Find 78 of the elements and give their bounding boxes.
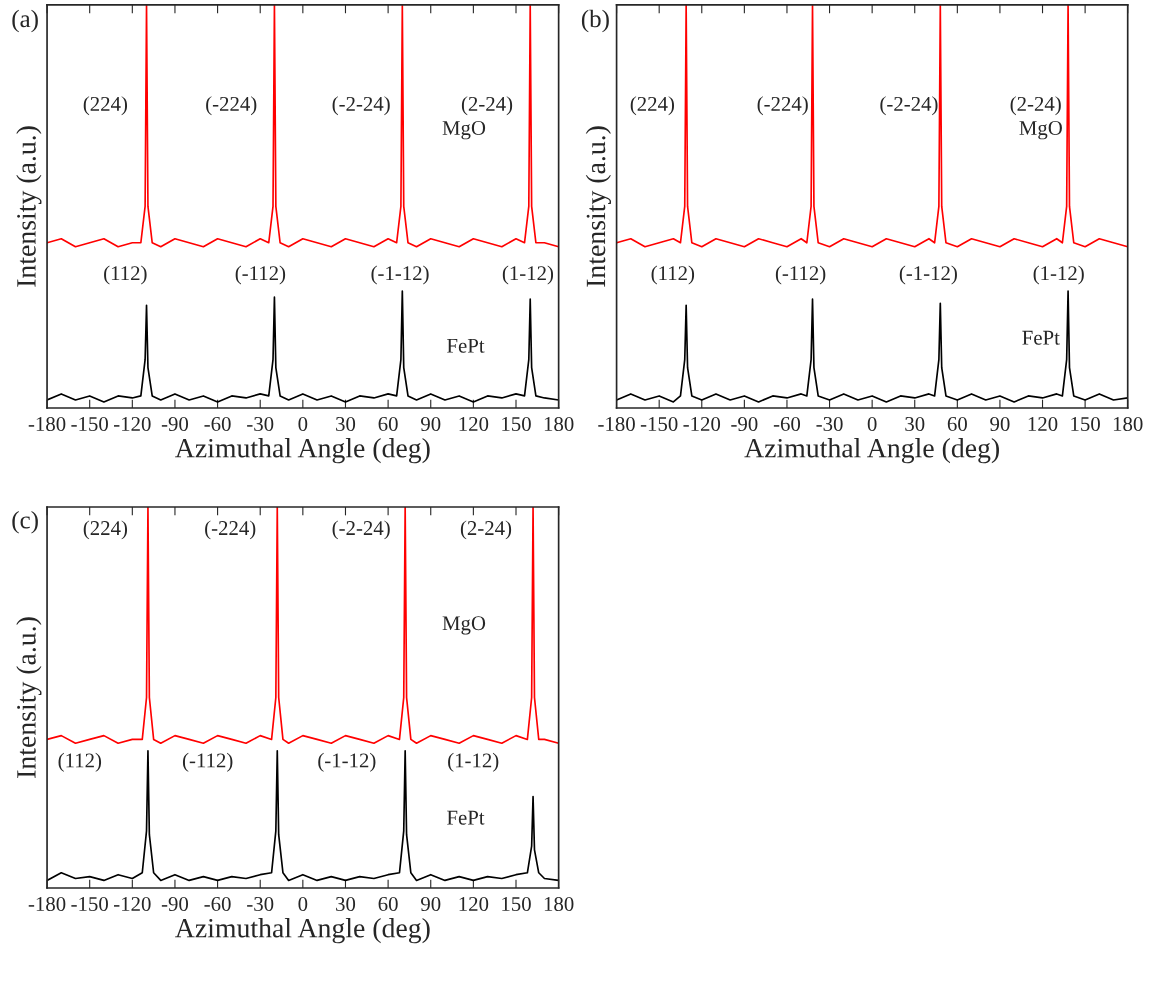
annotation: (224)	[83, 96, 128, 116]
x-tick-label: -60	[204, 896, 231, 912]
annotation: (-2-24)	[880, 96, 938, 116]
annotation: FePt	[447, 338, 485, 353]
x-tick-label: -30	[816, 416, 843, 432]
x-tick-label: 30	[336, 896, 356, 912]
x-tick-label: -180	[598, 416, 635, 432]
annotation: (112)	[58, 752, 102, 772]
x-tick-label: -60	[773, 416, 801, 432]
x-tick-label: -90	[161, 416, 189, 432]
annotation: (112)	[104, 265, 147, 285]
x-tick-label: 150	[502, 896, 531, 912]
annotation: (-224)	[206, 96, 257, 116]
x-tick-label: -90	[161, 896, 189, 912]
x-tick-label: -120	[114, 896, 151, 912]
x-tick-label: -60	[204, 416, 231, 432]
annotation: (-1-12)	[371, 265, 429, 285]
annotation: (2-24)	[461, 96, 513, 116]
x-tick-label: 0	[298, 416, 308, 432]
x-tick-label: 120	[459, 416, 489, 432]
chart-title: (b)	[581, 9, 609, 33]
x-tick-label: -120	[114, 416, 151, 432]
x-tick-label: 30	[336, 416, 356, 432]
y-axis-title: Intensity (a.u.)	[585, 126, 612, 287]
annotation: (224)	[630, 96, 675, 116]
x-tick-label: -150	[640, 416, 678, 432]
x-axis-title: Azimuthal Angle (deg)	[175, 438, 430, 464]
annotation: (1-12)	[1033, 265, 1084, 285]
x-axis-title: Azimuthal Angle (deg)	[175, 918, 430, 944]
annotation: (2-24)	[1010, 96, 1061, 116]
annotation: FePt	[447, 810, 485, 825]
x-tick-label: -180	[28, 896, 66, 912]
x-tick-label: 0	[867, 416, 877, 432]
annotation: FePt	[1022, 330, 1060, 345]
x-axis-title: Azimuthal Angle (deg)	[744, 438, 999, 464]
x-tick-label: -30	[247, 896, 274, 912]
x-tick-label: 120	[459, 896, 489, 912]
annotation: (-1-12)	[318, 752, 376, 772]
annotation: (1-12)	[448, 752, 499, 772]
annotation: (-112)	[235, 265, 286, 285]
annotation: MgO	[442, 616, 486, 635]
x-tick-label: 60	[378, 896, 398, 912]
x-tick-label: 90	[421, 896, 441, 912]
annotation: (-2-24)	[332, 96, 390, 116]
y-axis-title: Intensity (a.u.)	[16, 617, 42, 778]
annotation: (-1-12)	[899, 265, 957, 285]
x-tick-label: -90	[731, 416, 758, 432]
x-tick-label: 0	[298, 896, 308, 912]
x-tick-label: -30	[247, 416, 274, 432]
x-tick-label: -180	[28, 416, 66, 432]
x-tick-label: 150	[502, 416, 531, 432]
x-tick-label: 60	[378, 416, 398, 432]
x-tick-label: 120	[1028, 416, 1058, 432]
chart-title: (c)	[12, 510, 38, 534]
x-tick-label: 60	[947, 416, 967, 432]
y-axis-title: Intensity (a.u.)	[16, 126, 42, 287]
x-tick-label: 90	[421, 416, 441, 432]
x-tick-label: -150	[71, 416, 108, 432]
x-tick-label: -150	[71, 896, 108, 912]
annotation: (-112)	[775, 265, 826, 285]
x-tick-label: -120	[683, 416, 721, 432]
annotation: (2-24)	[460, 520, 512, 540]
annotation: (224)	[83, 520, 128, 540]
annotation: MgO	[442, 121, 486, 140]
annotation: (112)	[651, 265, 695, 285]
x-tick-label: 30	[905, 416, 925, 432]
annotation: (-2-24)	[332, 520, 390, 540]
annotation: (-112)	[182, 752, 233, 772]
x-tick-label: 150	[1071, 416, 1100, 432]
annotation: (-224)	[205, 520, 256, 540]
annotation: (-224)	[757, 96, 808, 116]
chart-title: (a)	[12, 9, 38, 33]
x-tick-label: 180	[544, 416, 574, 432]
x-tick-label: 180	[1113, 416, 1143, 432]
x-tick-label: 90	[990, 416, 1010, 432]
annotation: (1-12)	[502, 265, 554, 285]
annotation: MgO	[1019, 121, 1062, 140]
x-tick-label: 180	[544, 896, 574, 912]
